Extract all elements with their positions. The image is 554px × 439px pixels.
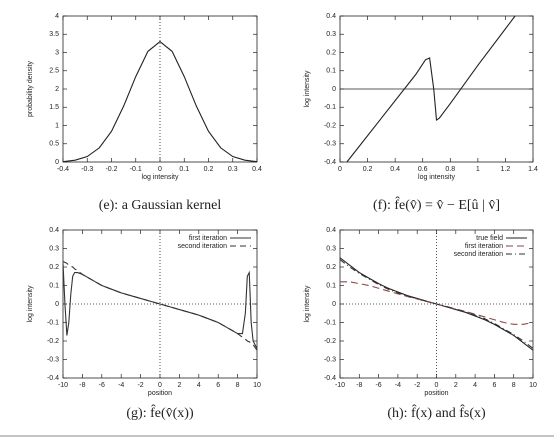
caption: (h): f̂(x) and f̂s(x): [387, 404, 486, 421]
y-tick-label: 0: [55, 159, 59, 166]
series-line: [62, 40, 258, 163]
x-tick-label: -10: [58, 382, 68, 389]
caption: (g): f̂e(v̂(x)): [126, 404, 194, 421]
x-tick-label: 0.8: [445, 166, 455, 173]
y-axis-label: log intensity: [304, 70, 311, 107]
x-tick-label: -8: [356, 382, 362, 389]
x-axis-label: log intensity: [142, 174, 179, 181]
series-line: [62, 260, 258, 351]
x-tick-label: 0.4: [252, 166, 262, 173]
y-tick-label: -0.3: [47, 356, 59, 363]
y-axis-label: probability density: [27, 60, 34, 117]
y-axis-label: log intensity: [27, 285, 34, 322]
y-tick-label: 0.1: [49, 282, 59, 289]
legend-label: second iteration: [178, 243, 228, 250]
y-tick-label: 0.3: [49, 245, 59, 252]
y-tick-label: -0.1: [324, 104, 336, 111]
x-tick-label: 2: [454, 382, 458, 389]
x-tick-label: 6: [492, 382, 496, 389]
x-tick-label: -10: [335, 382, 345, 389]
y-tick-label: 1.5: [49, 104, 59, 111]
x-tick-label: 4: [197, 382, 201, 389]
y-tick-label: 0.1: [326, 68, 336, 75]
y-tick-label: -0.2: [324, 122, 336, 129]
x-tick-label: -0.1: [130, 166, 142, 173]
x-tick-label: 6: [216, 382, 220, 389]
x-tick-label: 10: [253, 382, 261, 389]
x-tick-label: 4: [473, 382, 477, 389]
x-tick-label: 2: [177, 382, 181, 389]
legend-label: true field: [476, 235, 503, 242]
x-tick-label: -8: [79, 382, 85, 389]
series-line: [346, 15, 516, 163]
y-tick-label: -0.3: [324, 141, 336, 148]
x-tick-label: -6: [99, 382, 105, 389]
y-tick-label: 0.5: [49, 141, 59, 148]
x-tick-label: 8: [512, 382, 516, 389]
y-axis-label: log intensity: [304, 285, 311, 322]
x-axis-label: log intensity: [418, 174, 455, 181]
x-tick-label: -4: [395, 382, 401, 389]
y-tick-label: -0.1: [324, 319, 336, 326]
x-tick-label: 1.4: [528, 166, 538, 173]
caption: (f): f̂e(v̂) = v̂ − E[û | v̂]: [373, 196, 500, 213]
y-tick-label: -0.3: [324, 356, 336, 363]
y-tick-label: 0.4: [49, 227, 59, 234]
y-tick-label: 0: [55, 301, 59, 308]
y-tick-label: 0.1: [326, 282, 336, 289]
x-tick-label: 0.3: [228, 166, 238, 173]
series-line: [62, 263, 258, 349]
x-tick-label: 10: [529, 382, 537, 389]
x-tick-label: 0: [338, 166, 342, 173]
x-axis-label: position: [148, 390, 172, 397]
x-tick-label: 8: [236, 382, 240, 389]
x-tick-label: 1.2: [501, 166, 511, 173]
y-tick-label: 0.4: [326, 227, 336, 234]
y-tick-label: 0.3: [326, 31, 336, 38]
x-tick-label: 0.2: [204, 166, 214, 173]
x-tick-label: 0.4: [390, 166, 400, 173]
y-tick-label: -0.1: [47, 319, 59, 326]
legend-label: second iteration: [454, 251, 504, 258]
y-tick-label: -0.2: [324, 338, 336, 345]
x-tick-label: -0.4: [57, 166, 69, 173]
y-tick-label: 0.3: [326, 245, 336, 252]
x-tick-label: 0: [158, 382, 162, 389]
x-tick-label: -0.3: [81, 166, 93, 173]
y-tick-label: 0: [332, 301, 336, 308]
y-tick-label: 4: [55, 13, 59, 20]
x-tick-label: 1: [476, 166, 480, 173]
y-tick-label: 2: [55, 86, 59, 93]
x-tick-label: -2: [137, 382, 143, 389]
y-tick-label: 0.2: [49, 264, 59, 271]
x-tick-label: 0: [158, 166, 162, 173]
y-tick-label: 0: [332, 86, 336, 93]
x-tick-label: 0.6: [418, 166, 428, 173]
y-tick-label: -0.4: [47, 375, 59, 382]
x-tick-label: 0.1: [179, 166, 189, 173]
y-tick-label: 3.5: [49, 31, 59, 38]
x-tick-label: -4: [118, 382, 124, 389]
legend-label: first iteration: [465, 243, 503, 250]
series-line: [339, 259, 534, 349]
x-axis-label: position: [424, 390, 448, 397]
y-tick-label: 2.5: [49, 68, 59, 75]
x-tick-label: -2: [414, 382, 420, 389]
y-tick-label: -0.2: [47, 338, 59, 345]
caption: (e): a Gaussian kernel: [99, 198, 222, 213]
x-tick-label: 0.2: [363, 166, 373, 173]
y-tick-label: 3: [55, 49, 59, 56]
y-tick-label: -0.4: [324, 159, 336, 166]
y-tick-label: 0.4: [326, 13, 336, 20]
x-tick-label: -0.2: [105, 166, 117, 173]
y-tick-label: -0.4: [324, 375, 336, 382]
legend-label: first iteration: [189, 235, 227, 242]
x-tick-label: -6: [375, 382, 381, 389]
y-tick-label: 0.2: [326, 264, 336, 271]
x-tick-label: 0: [435, 382, 439, 389]
y-tick-label: 1: [55, 122, 59, 129]
y-tick-label: 0.2: [326, 49, 336, 56]
